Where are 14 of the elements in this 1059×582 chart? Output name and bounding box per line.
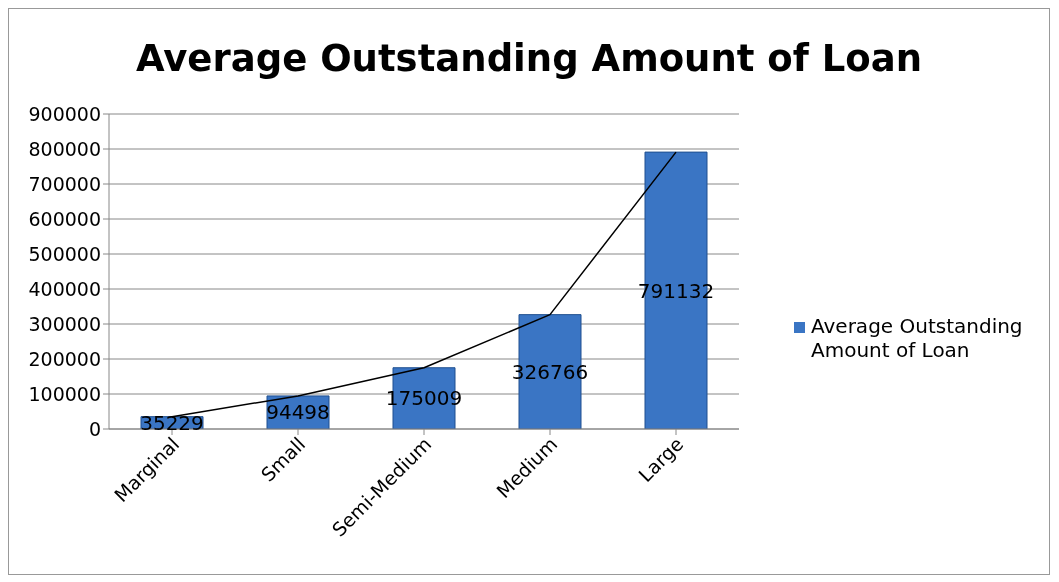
y-tick-label: 400000	[28, 277, 101, 300]
y-tick-label: 0	[88, 417, 101, 440]
y-tick-label: 600000	[28, 207, 101, 230]
y-tick-label: 900000	[28, 102, 101, 125]
y-tick-label: 800000	[28, 137, 101, 160]
y-tick-label: 500000	[28, 242, 101, 265]
y-tick-label: 700000	[28, 172, 101, 195]
y-tick-label: 200000	[28, 347, 101, 370]
chart-title: Average Outstanding Amount of Loan	[134, 37, 924, 80]
y-tick-label: 100000	[28, 382, 101, 405]
y-tick-label: 300000	[28, 312, 101, 335]
data-label: 35229	[140, 410, 204, 435]
data-label: 94498	[266, 400, 330, 425]
legend-label: Average Outstanding Amount of Loan	[811, 314, 1024, 362]
